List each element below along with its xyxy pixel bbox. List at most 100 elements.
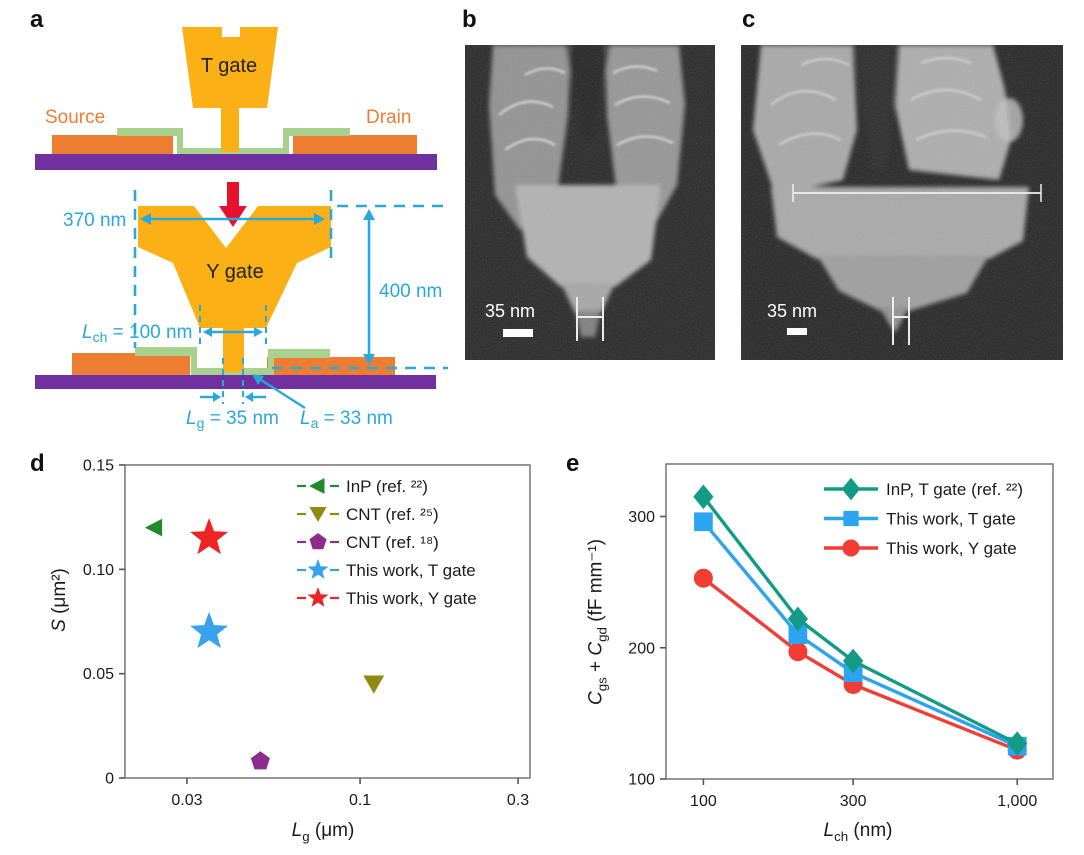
source-text: Source <box>45 107 105 128</box>
drain-contact <box>293 135 417 154</box>
scale-text: 35 nm <box>485 301 535 321</box>
marker-diamond <box>787 606 808 632</box>
panel-d-label: d <box>30 450 45 477</box>
marker-circle <box>788 642 808 662</box>
dim-lg: Lg = 35 nm <box>186 408 279 431</box>
y-tick-label: 0.15 <box>83 458 114 475</box>
marker-diamond <box>843 648 864 674</box>
y-tick-label: 0 <box>105 771 114 788</box>
dim-lch: Lch = 100 nm <box>82 322 192 345</box>
series-line <box>701 576 1019 752</box>
legend-label: This work, Y gate <box>346 589 477 608</box>
panel-c-label: c <box>742 6 756 33</box>
y-tick-label: 0.10 <box>83 562 114 579</box>
legend-label: CNT (ref. ¹⁸) <box>346 533 439 552</box>
legend-item: CNT (ref. ¹⁸) <box>297 533 439 552</box>
marker-circle <box>842 539 860 557</box>
gate-foot-marker <box>576 297 604 341</box>
dimension-arrows <box>140 209 375 410</box>
panel-b-sem-image: 35 nm <box>465 45 715 360</box>
dim-400nm: 400 nm <box>379 281 442 302</box>
panel-b-label: b <box>462 6 477 33</box>
marker-triangle-left <box>144 518 163 537</box>
panel-a-schematic: T gate Source Drain Y gate <box>35 27 448 431</box>
marker-triangle-down <box>309 507 327 522</box>
series <box>190 518 229 555</box>
cap-layer <box>268 349 330 358</box>
marker-pentagon <box>250 751 270 770</box>
series <box>190 611 229 649</box>
dim-370nm: 370 nm <box>63 210 126 231</box>
legend-item: InP (ref. ²²) <box>297 477 428 496</box>
plot-box <box>124 464 531 779</box>
y-tick-label: 200 <box>628 640 655 657</box>
y-gate-shape <box>138 206 331 372</box>
legend-label: InP, T gate (ref. ²²) <box>886 480 1023 499</box>
legend-item: This work, Y gate <box>297 587 477 608</box>
panel-c-sem-image: 35 nm <box>741 45 1063 360</box>
d-y-axis-label: S (μm²) <box>49 568 70 632</box>
x-tick-label: 300 <box>840 793 867 810</box>
legend-item: This work, T gate <box>824 510 1016 529</box>
x-tick-label: 0.3 <box>507 792 529 809</box>
legend-item: InP, T gate (ref. ²²) <box>824 477 1023 501</box>
legend-item: This work, Y gate <box>824 539 1017 558</box>
marker-diamond <box>693 484 714 510</box>
series-line <box>701 520 1019 748</box>
drain-contact <box>267 357 395 375</box>
scale-bar <box>503 329 533 337</box>
series <box>250 751 270 770</box>
t-gate-text: T gate <box>201 55 257 77</box>
legend-label: This work, T gate <box>886 510 1016 529</box>
marker-circle <box>693 568 713 588</box>
panel-a-label: a <box>30 6 44 33</box>
marker-triangle-left <box>309 478 325 494</box>
marker-square <box>694 512 713 532</box>
marker-star <box>307 559 329 579</box>
dashed-guides-small <box>199 305 267 404</box>
legend-item: This work, T gate <box>297 559 476 580</box>
scale-bar <box>787 328 807 335</box>
marker-pentagon <box>309 533 327 550</box>
d-x-axis-label: Lg (μm) <box>291 820 355 844</box>
t-gate-device: T gate Source Drain <box>35 27 437 170</box>
cap-layer <box>135 347 197 356</box>
substrate <box>35 154 437 170</box>
marker-square <box>788 625 808 644</box>
marker-triangle-down <box>363 675 385 694</box>
cap-layer <box>283 128 350 136</box>
dashed-guides <box>133 190 448 370</box>
legend-label: This work, Y gate <box>886 539 1017 558</box>
series <box>693 484 1028 756</box>
cap-layer <box>177 128 183 154</box>
y-tick-label: 300 <box>628 509 655 526</box>
source-contact <box>72 353 190 375</box>
marker-diamond <box>1007 731 1028 756</box>
legend-item: CNT (ref. ²⁵) <box>297 505 439 524</box>
y-tick-label: 100 <box>628 772 655 789</box>
marker-star <box>307 587 329 607</box>
legend-label: CNT (ref. ²⁵) <box>346 505 439 524</box>
marker-diamond <box>841 477 861 501</box>
e-y-axis-label: Cgs + Cgd (fF mm⁻¹) <box>585 538 610 706</box>
marker-star <box>190 611 229 649</box>
source-contact <box>52 135 173 154</box>
process-arrow-icon <box>219 182 247 227</box>
series <box>363 675 385 694</box>
legend-label: InP (ref. ²²) <box>346 477 428 496</box>
y-tick-label: 0.05 <box>83 666 114 683</box>
series-line <box>701 495 1019 746</box>
drain-text: Drain <box>366 107 411 128</box>
y-gate-device: Y gate <box>35 206 436 389</box>
cap-layer <box>268 349 274 375</box>
cap-layer <box>191 347 197 375</box>
x-tick-label: 1,000 <box>997 793 1037 810</box>
dim-la: La = 33 nm <box>300 408 393 431</box>
series <box>144 518 163 537</box>
substrate <box>35 375 436 389</box>
cap-layer <box>283 128 289 154</box>
scale-text: 35 nm <box>767 301 817 321</box>
x-tick-label: 0.1 <box>349 792 371 809</box>
